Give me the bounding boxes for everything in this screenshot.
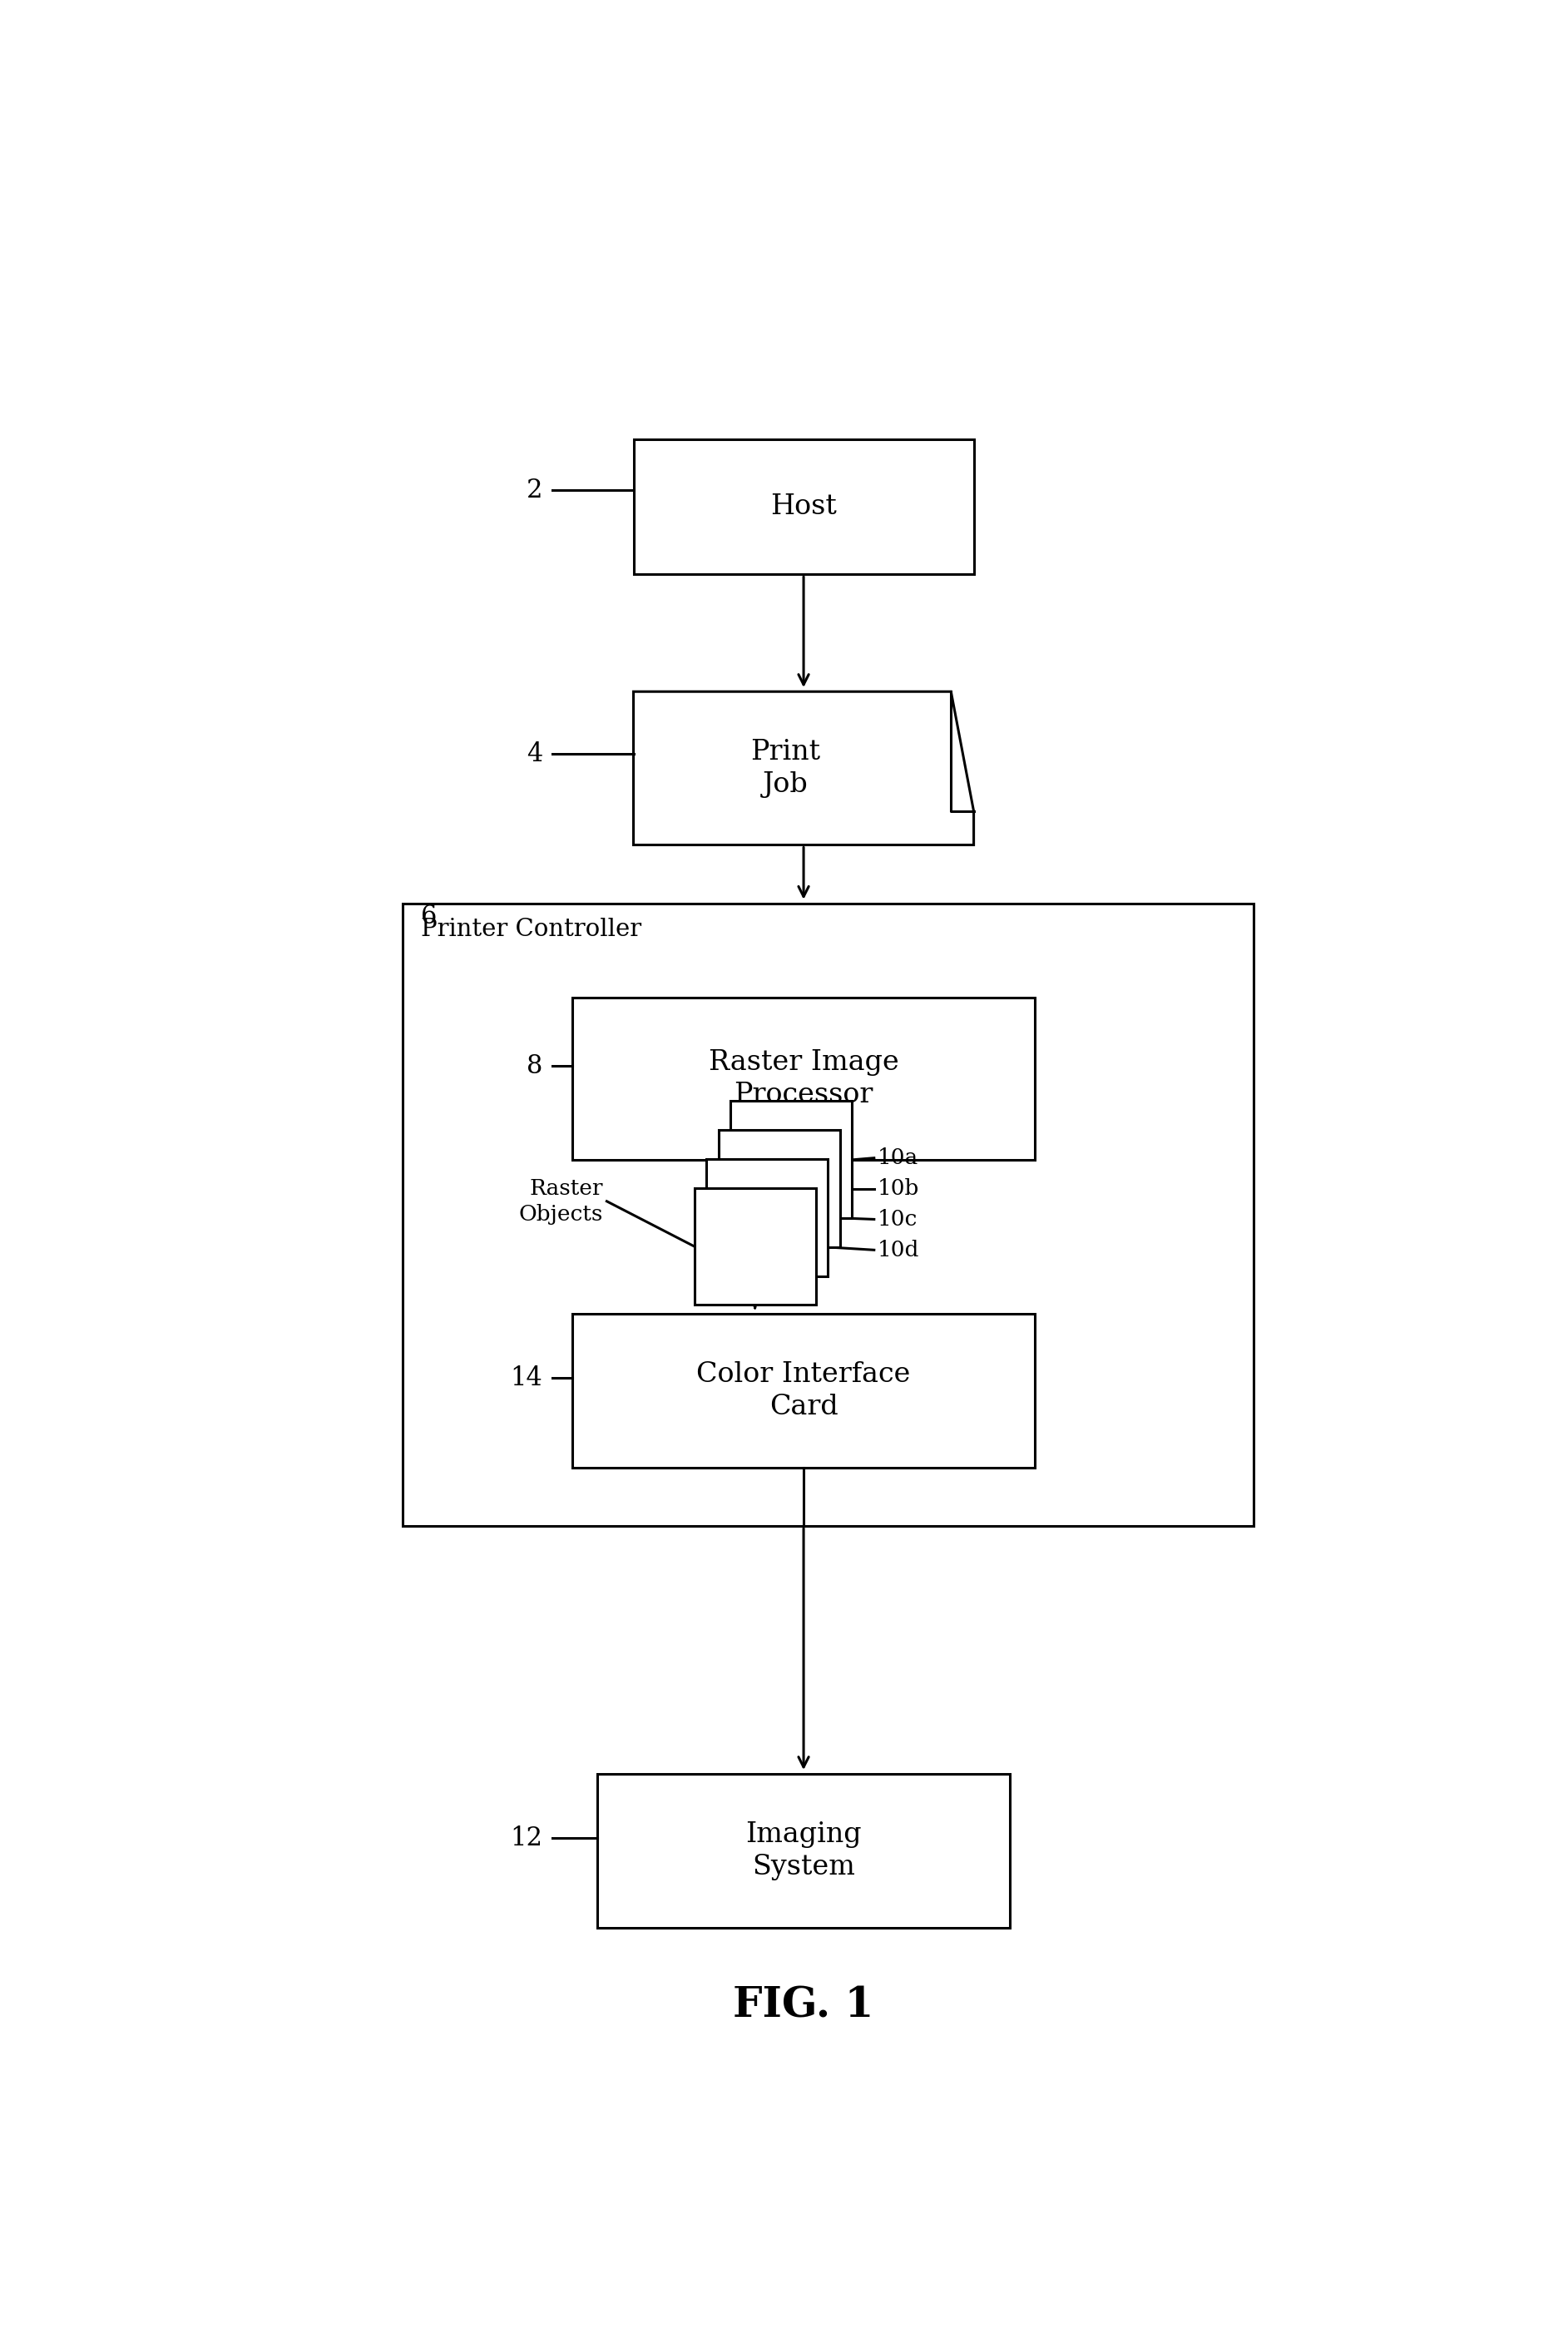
Bar: [572, 998, 1035, 1160]
Text: 10a: 10a: [878, 1148, 919, 1169]
Bar: [572, 1314, 1035, 1467]
Text: 10c: 10c: [878, 1209, 917, 1230]
Text: 8: 8: [527, 1052, 543, 1078]
Text: Color Interface
Card: Color Interface Card: [696, 1361, 911, 1420]
Bar: [403, 904, 1253, 1525]
Bar: [718, 1129, 840, 1246]
Bar: [633, 438, 974, 574]
Text: Printer Controller: Printer Controller: [420, 918, 641, 942]
Text: 2: 2: [527, 478, 543, 504]
Text: 10b: 10b: [878, 1179, 919, 1200]
Text: Print
Job: Print Job: [751, 738, 820, 799]
Text: Imaging
System: Imaging System: [745, 1821, 862, 1881]
Bar: [597, 1774, 1010, 1928]
Text: 14: 14: [510, 1366, 543, 1392]
Text: 4: 4: [527, 740, 543, 766]
Bar: [695, 1188, 815, 1305]
Text: Raster Image
Processor: Raster Image Processor: [709, 1050, 898, 1108]
Bar: [731, 1101, 853, 1218]
Text: 10d: 10d: [878, 1239, 919, 1261]
Text: Host: Host: [770, 494, 837, 520]
Bar: [706, 1160, 828, 1277]
Polygon shape: [633, 691, 974, 846]
Text: Raster
Objects: Raster Objects: [519, 1179, 604, 1225]
Text: 12: 12: [510, 1825, 543, 1851]
Text: 6: 6: [420, 904, 437, 930]
Text: FIG. 1: FIG. 1: [734, 1985, 873, 2027]
